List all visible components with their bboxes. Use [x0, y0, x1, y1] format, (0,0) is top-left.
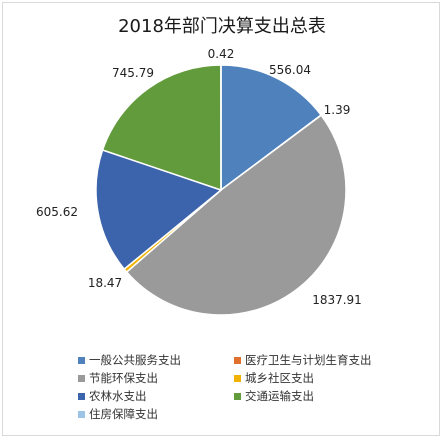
data-label: 1837.91 — [312, 293, 362, 307]
legend-item: 一般公共服务支出 — [78, 352, 181, 368]
pie-slice — [125, 114, 347, 316]
legend-swatch — [78, 410, 85, 418]
legend-item: 交通运输支出 — [234, 388, 314, 404]
pie-slice — [220, 64, 323, 192]
legend-label: 城乡社区支出 — [245, 371, 314, 385]
legend-item: 节能环保支出 — [78, 370, 158, 386]
legend-item: 城乡社区支出 — [234, 370, 314, 386]
data-label: 1.39 — [324, 103, 351, 117]
legend-label: 住房保障支出 — [89, 407, 158, 421]
legend-swatch — [78, 356, 85, 364]
legend-label: 医疗卫生与计划生育支出 — [245, 353, 372, 367]
legend-item: 医疗卫生与计划生育支出 — [234, 352, 372, 368]
legend-swatch — [78, 374, 85, 382]
data-label: 556.04 — [269, 63, 311, 77]
data-label: 18.47 — [88, 276, 122, 290]
legend-swatch — [234, 374, 241, 382]
data-label: 605.62 — [36, 205, 78, 219]
legend-label: 一般公共服务支出 — [89, 353, 181, 367]
chart-title: 2018年部门决算支出总表 — [118, 16, 326, 37]
legend-item: 农林水支出 — [78, 388, 147, 404]
pie-slice — [101, 64, 222, 192]
data-label: 745.79 — [112, 66, 154, 80]
legend-swatch — [234, 356, 241, 364]
legend-item: 住房保障支出 — [78, 406, 158, 422]
legend-swatch — [234, 392, 241, 400]
legend-swatch — [78, 392, 85, 400]
legend-label: 节能环保支出 — [89, 371, 158, 385]
data-label: 0.42 — [208, 47, 235, 61]
legend-label: 交通运输支出 — [245, 389, 314, 403]
legend-label: 农林水支出 — [89, 389, 147, 403]
